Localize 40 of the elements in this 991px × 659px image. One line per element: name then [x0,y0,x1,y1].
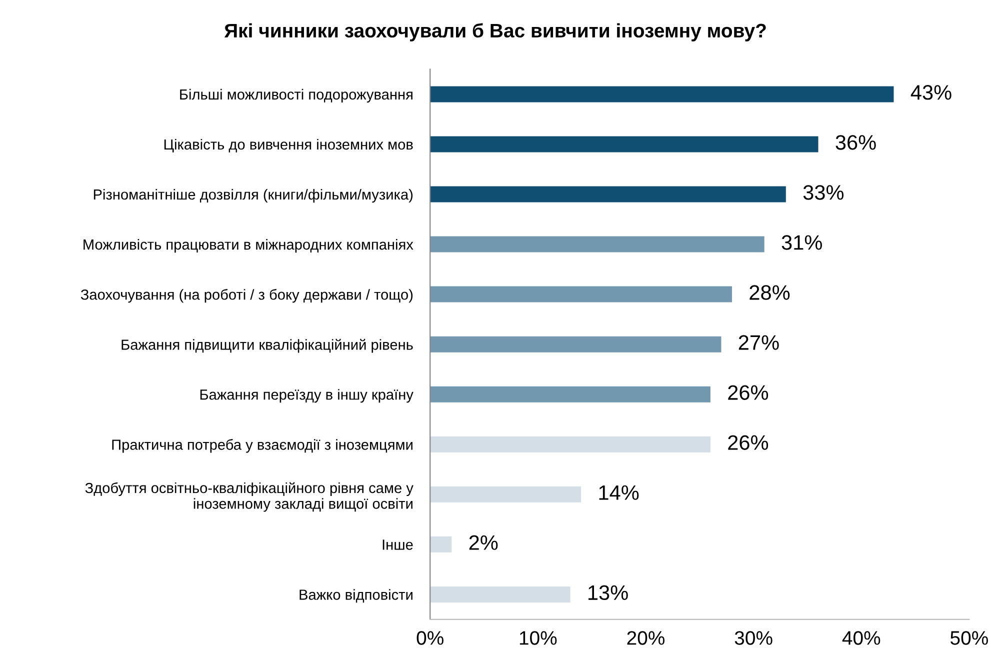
bar [430,236,764,252]
y-tick-label: Можливість працювати в міжнародних компаніях [84,238,414,253]
y-tick-label: Практична потреба у взаємодії з іноземцями [112,439,412,453]
data-label: 27% [738,335,779,350]
x-tick-label: 50% [950,631,988,645]
x-tick-label: 40% [842,631,880,645]
bar [430,436,710,452]
bar [430,286,732,302]
y-tick-label: Більші можливості подорожування [180,88,412,103]
data-label: 14% [599,485,639,500]
chart-title: Які чинники заохочували б Вас вивчити іноземну мову? [224,23,766,42]
y-tick-label: Різноманітніше дозвілля (книги/фільми/музика) [94,188,413,203]
bar [430,486,582,502]
data-label: 31% [782,235,822,250]
bar [430,536,452,552]
bar [430,586,570,602]
data-label: 43% [910,85,952,100]
data-label: 36% [836,135,876,150]
y-tick-label: Бажання переїзду в іншу країну [200,389,414,403]
y-tick-label: Цікавість до вивчення іноземних мов [164,138,413,152]
data-label: 2% [469,535,498,550]
data-label: 13% [588,585,628,600]
y-tick-label: Інше [382,540,413,550]
bar [430,86,894,102]
y-tick-label: Здобуття освітньо-кваліфікаційного рівня саме у іноземному закладі вищої освіти [85,482,414,512]
bar [430,336,722,352]
data-label: 26% [728,385,768,400]
bar [430,186,786,202]
x-tick-label: 0% [416,631,444,645]
x-tick-label: 30% [734,631,772,645]
y-tick-label: Важко відповісти [300,589,412,603]
x-tick-label: 10% [520,631,557,645]
data-label: 33% [803,185,844,200]
y-tick-label: Заохочування (на роботі / з боку держави / тощо) [80,288,413,303]
x-tick-label: 20% [627,631,665,645]
data-label: 26% [728,435,768,450]
y-tick-label: Бажання підвищити кваліфікаційний рівень [122,338,413,353]
bar [430,386,710,402]
bar [430,136,818,152]
data-label: 28% [750,285,790,300]
